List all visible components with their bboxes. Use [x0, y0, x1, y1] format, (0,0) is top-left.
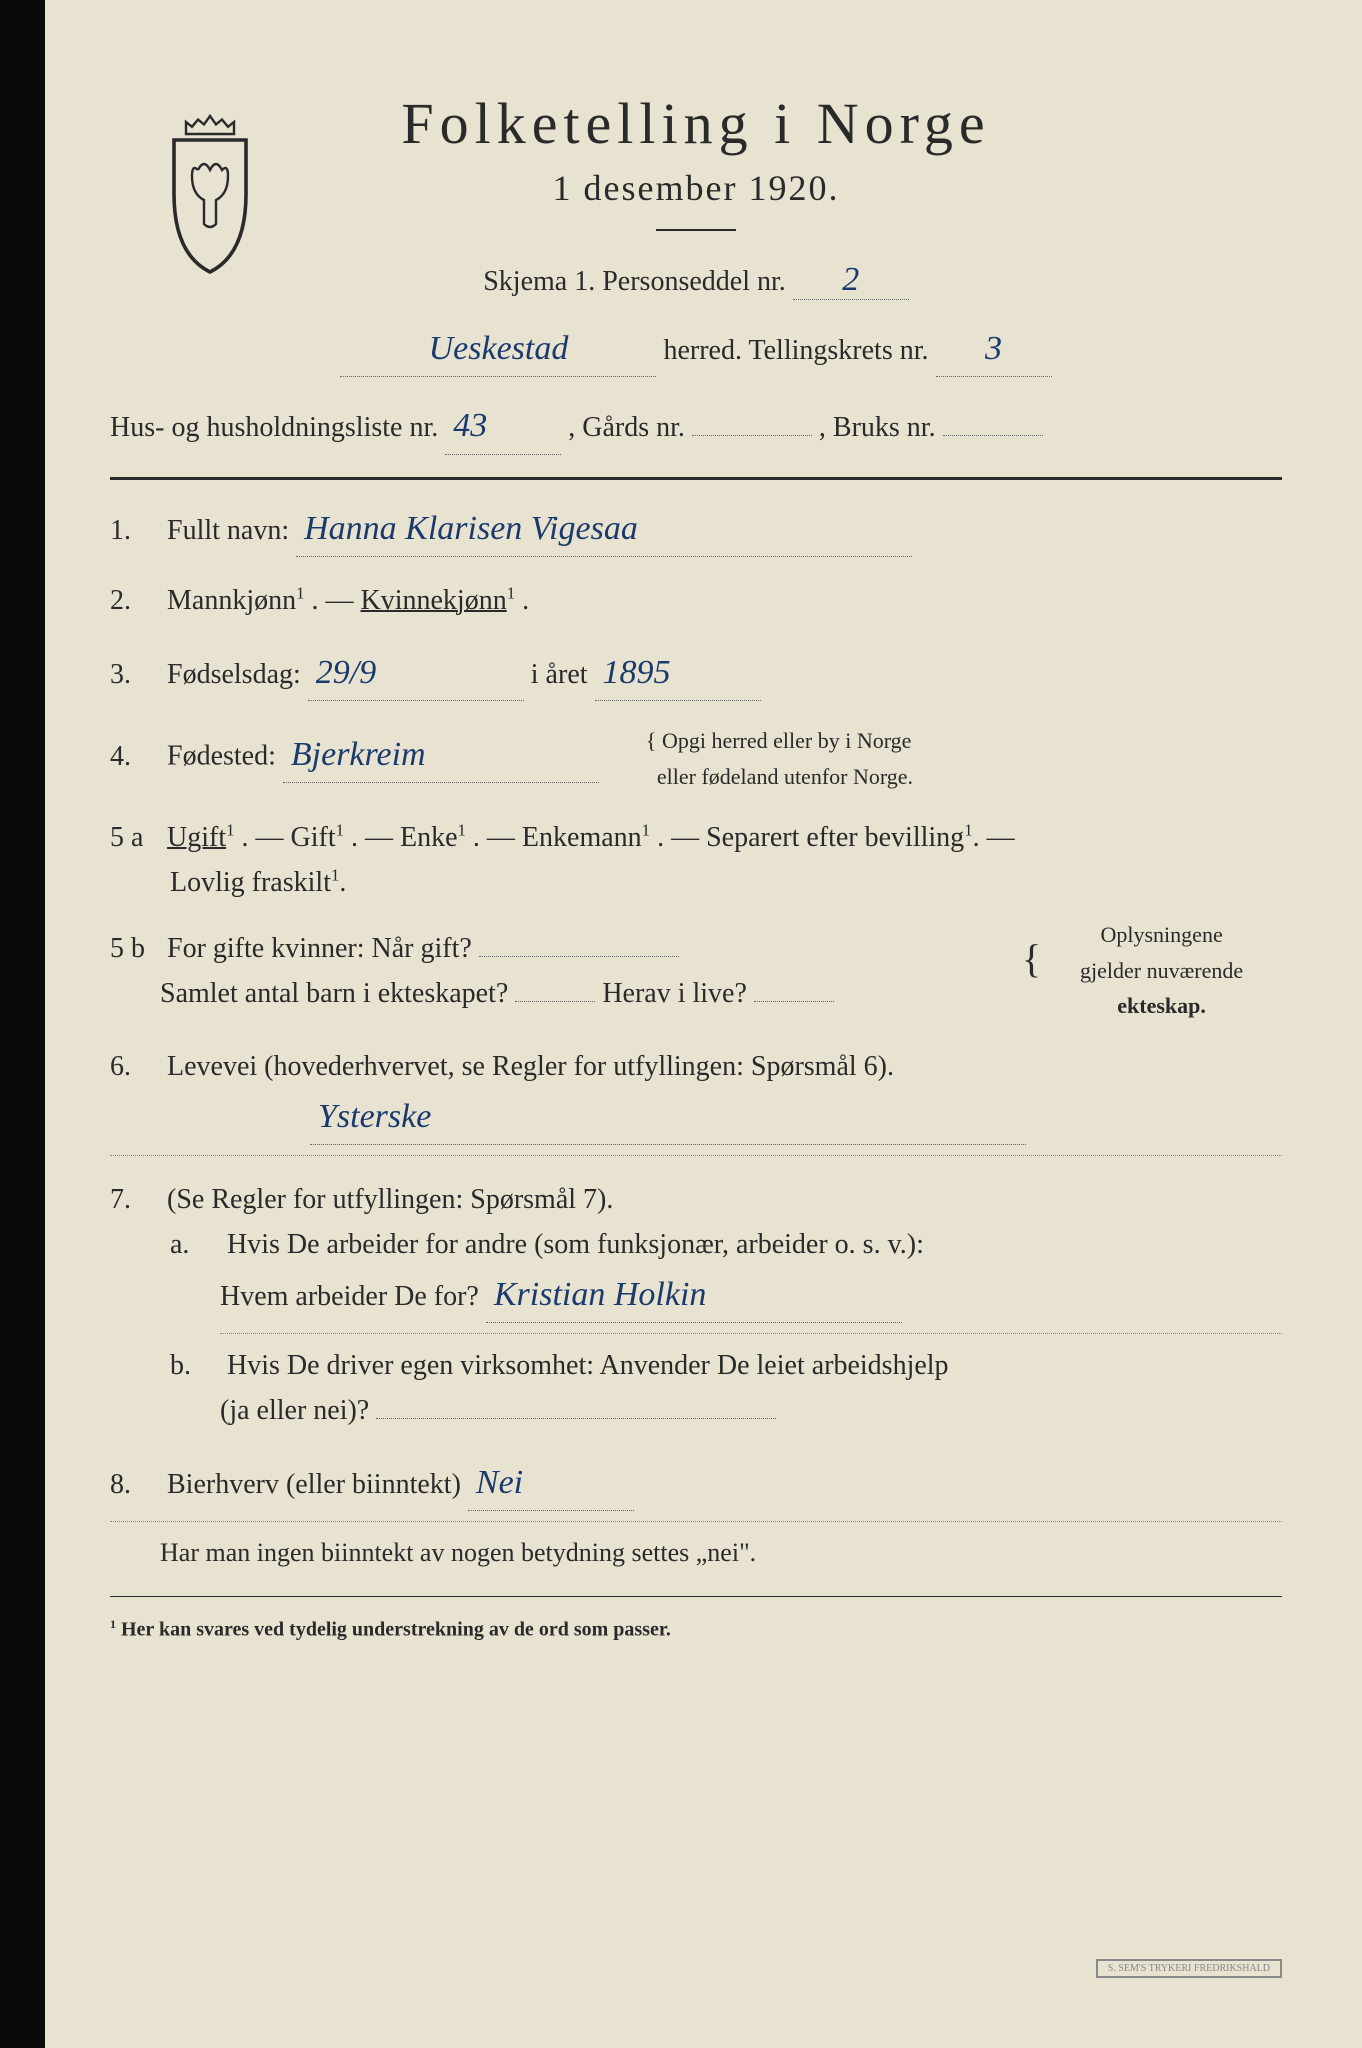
q5a-enke: Enke	[400, 822, 458, 853]
main-title: Folketelling i Norge	[110, 90, 1282, 157]
gards-nr	[692, 435, 812, 436]
q2-kvinne: Kvinnekjønn	[361, 585, 507, 616]
q7a-value: Kristian Holkin	[486, 1268, 902, 1323]
q4-label: Fødested:	[167, 741, 276, 772]
gards-label: , Gårds nr.	[568, 412, 685, 443]
q8-num: 8.	[110, 1463, 160, 1508]
q3-num: 3.	[110, 653, 160, 698]
q7-label: (Se Regler for utfyllingen: Spørsmål 7).	[167, 1184, 613, 1215]
form-id-line-1: Skjema 1. Personseddel nr. 2	[110, 261, 1282, 300]
q7a-label2: Hvem arbeider De for?	[220, 1281, 479, 1312]
q5b-label-b: Samlet antal barn i ekteskapet?	[160, 978, 508, 1009]
husliste-line: Hus- og husholdningsliste nr. 43 , Gårds…	[110, 399, 1282, 454]
q5b-row: { Oplysningene gjelder nuværende ekteska…	[110, 927, 1282, 1023]
footnote-text: Her kan svares ved tydelig understreknin…	[121, 1618, 671, 1640]
herred-line: Ueskestad herred. Tellingskrets nr. 3	[110, 322, 1282, 377]
q4-note-b: eller fødeland utenfor Norge.	[657, 764, 913, 789]
q7-num: 7.	[110, 1178, 160, 1223]
q7b-label2: (ja eller nei)?	[220, 1395, 369, 1426]
q2-mann: Mannkjønn	[167, 585, 296, 616]
q3-label: Fødselsdag:	[167, 659, 301, 690]
q1-value: Hanna Klarisen Vigesaa	[296, 502, 912, 557]
q8-label: Bierhverv (eller biinntekt)	[167, 1469, 461, 1500]
herred-value: Ueskestad	[340, 322, 656, 377]
q5b-label-a: For gifte kvinner: Når gift?	[167, 933, 472, 964]
skjema-label: Skjema 1. Personseddel nr.	[483, 266, 786, 297]
q8-note: Har man ingen biinntekt av nogen betydni…	[160, 1532, 1282, 1574]
q3-row: 3. Fødselsdag: 29/9 i året 1895	[110, 646, 1282, 701]
q8-row: 8. Bierhverv (eller biinntekt) Nei Har m…	[110, 1456, 1282, 1574]
q3-year-label: i året	[531, 659, 588, 690]
q4-note-a: Opgi herred eller by i Norge	[662, 728, 911, 753]
tellingskrets-nr: 3	[936, 322, 1052, 377]
q5b-side-note: { Oplysningene gjelder nuværende ekteska…	[1022, 917, 1282, 1023]
q3-year: 1895	[595, 646, 761, 701]
q2-end: .	[522, 585, 529, 616]
q6-row: 6. Levevei (hovederhvervet, se Regler fo…	[110, 1045, 1282, 1156]
q6-value: Ysterske	[310, 1090, 1026, 1145]
bruks-label: , Bruks nr.	[819, 412, 936, 443]
bruks-nr	[943, 435, 1043, 436]
q5a-row: 5 a Ugift1 . — Gift1 . — Enke1 . — Enkem…	[110, 816, 1282, 906]
husliste-label: Hus- og husholdningsliste nr.	[110, 412, 438, 443]
q5a-separert: Separert efter bevilling	[706, 822, 964, 853]
q3-day: 29/9	[308, 646, 524, 701]
herred-label: herred. Tellingskrets nr.	[663, 335, 928, 366]
q7b-num: b.	[170, 1344, 220, 1389]
q5a-enkemann: Enkemann	[522, 822, 642, 853]
q7a-num: a.	[170, 1223, 220, 1268]
q6-num: 6.	[110, 1045, 160, 1090]
coat-of-arms-icon	[150, 110, 270, 270]
census-form-page: Folketelling i Norge 1 desember 1920. Sk…	[0, 0, 1362, 2048]
q4-num: 4.	[110, 735, 160, 780]
q4-row: 4. Fødested: Bjerkreim { Opgi herred ell…	[110, 723, 1282, 793]
q1-num: 1.	[110, 509, 160, 554]
q2-num: 2.	[110, 579, 160, 624]
divider	[656, 229, 736, 231]
film-edge	[0, 0, 45, 2048]
footnote: 1 Her kan svares ved tydelig understrekn…	[110, 1617, 1282, 1642]
q8-value: Nei	[468, 1456, 634, 1511]
q5a-fraskilt: Lovlig fraskilt	[160, 861, 331, 906]
form-header: Folketelling i Norge 1 desember 1920.	[110, 90, 1282, 231]
section-divider	[110, 477, 1282, 480]
q5a-num: 5 a	[110, 816, 160, 861]
q5a-ugift: Ugift	[167, 822, 226, 853]
q2-row: 2. Mannkjønn1 . — Kvinnekjønn1 .	[110, 579, 1282, 624]
husliste-nr: 43	[445, 399, 561, 454]
q6-label: Levevei (hovederhvervet, se Regler for u…	[167, 1051, 894, 1082]
q2-sep: . —	[312, 585, 361, 616]
q7b-label1: Hvis De driver egen virksomhet: Anvender…	[227, 1350, 949, 1381]
q1-label: Fullt navn:	[167, 515, 289, 546]
q7-row: 7. (Se Regler for utfyllingen: Spørsmål …	[110, 1178, 1282, 1434]
q1-row: 1. Fullt navn: Hanna Klarisen Vigesaa	[110, 502, 1282, 557]
date-subtitle: 1 desember 1920.	[110, 167, 1282, 209]
footer-divider	[110, 1596, 1282, 1597]
personseddel-nr: 2	[793, 261, 909, 300]
q5a-gift: Gift	[291, 822, 336, 853]
q4-value: Bjerkreim	[283, 728, 599, 783]
q5b-label-c: Herav i live?	[602, 978, 747, 1009]
q7a-label1: Hvis De arbeider for andre (som funksjon…	[227, 1229, 924, 1260]
printer-stamp: S. SEM'S TRYKERI FREDRIKSHALD	[1096, 1959, 1282, 1978]
q5b-num: 5 b	[110, 927, 160, 972]
